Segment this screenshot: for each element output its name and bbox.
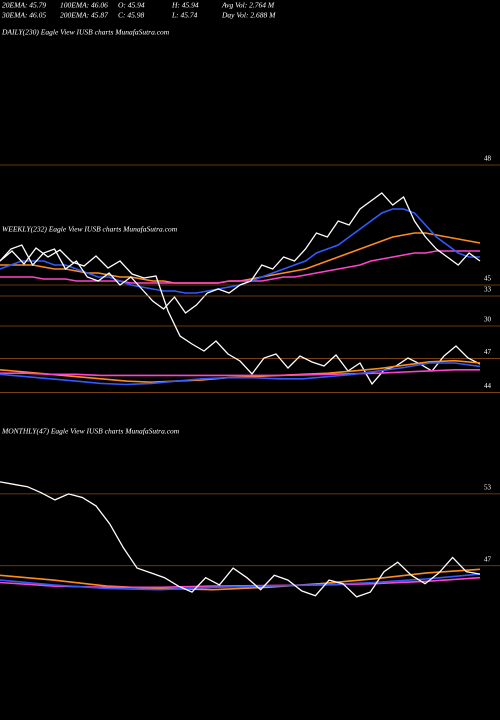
stat-label: C: 45.98 xyxy=(118,11,145,20)
panel-title: WEEKLY(232) Eagle View IUSB charts Munaf… xyxy=(2,225,178,234)
stat-label: O: 45.94 xyxy=(118,1,145,10)
series-line xyxy=(0,573,481,591)
panel-title: DAILY(230) Eagle View IUSB charts Munafa… xyxy=(1,28,170,37)
y-tick-label: 48 xyxy=(484,155,492,163)
series-line xyxy=(0,481,481,598)
series-line xyxy=(0,192,481,314)
y-tick-label: 53 xyxy=(484,484,492,492)
y-tick-label: 47 xyxy=(484,555,492,563)
y-tick-label: 44 xyxy=(484,382,492,390)
series-line xyxy=(0,247,481,386)
y-tick-label: 30 xyxy=(484,316,492,324)
y-tick-label: 33 xyxy=(484,286,492,294)
stat-label: 200EMA: 45.87 xyxy=(60,11,108,20)
series-line xyxy=(0,250,480,284)
stat-label: L: 45.74 xyxy=(171,11,198,20)
stat-label: 30EMA: 46.05 xyxy=(1,11,46,20)
stat-label: Day Vol: 2.688 M xyxy=(221,11,276,20)
series-line xyxy=(0,568,481,591)
series-line xyxy=(0,369,480,377)
stat-label: 100EMA: 46.06 xyxy=(60,1,108,10)
series-line xyxy=(0,232,481,284)
y-tick-label: 47 xyxy=(484,348,492,356)
series-line xyxy=(0,362,481,386)
stat-label: 20EMA: 45.79 xyxy=(2,1,46,10)
stat-label: Avg Vol: 2.764 M xyxy=(221,1,275,10)
stat-label: H: 45.94 xyxy=(171,1,199,10)
y-tick-label: 45 xyxy=(484,275,492,283)
panel-title: MONTHLY(47) Eagle View IUSB charts Munaf… xyxy=(1,427,180,436)
